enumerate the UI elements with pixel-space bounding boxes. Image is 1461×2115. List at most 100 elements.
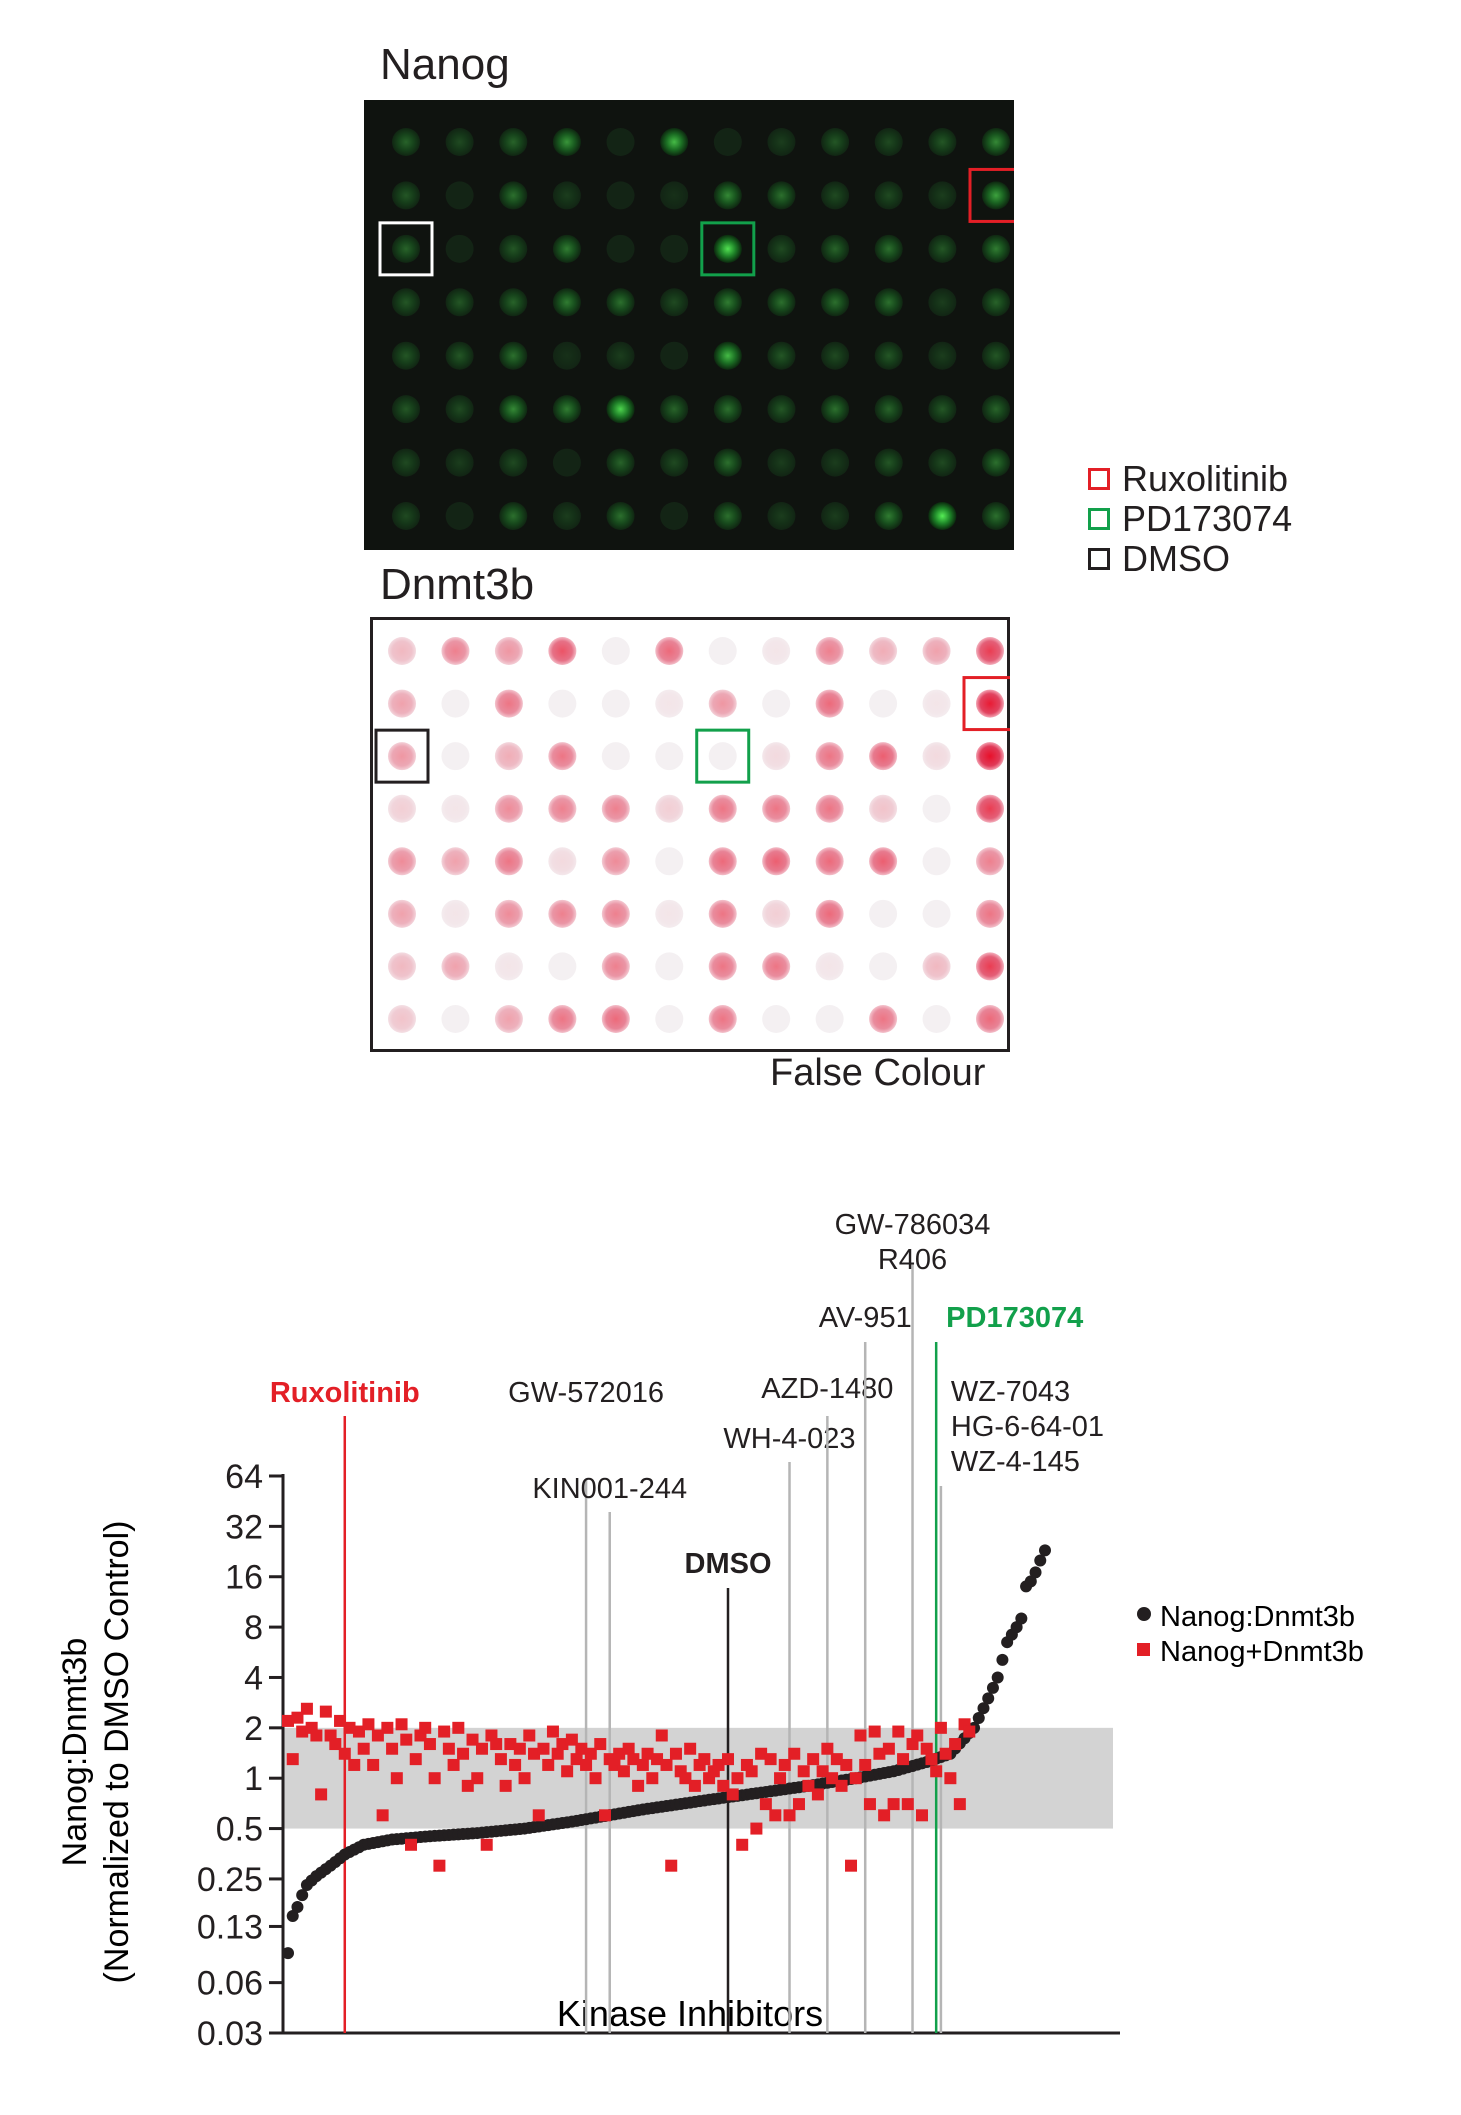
sum-point xyxy=(807,1753,820,1766)
sum-point xyxy=(428,1772,441,1785)
sum-point xyxy=(726,1788,739,1801)
nanog-well-signal xyxy=(713,502,742,530)
dnmt3b-well-signal xyxy=(869,794,898,823)
legend-ruxolitinib-swatch xyxy=(1088,468,1110,490)
sum-point xyxy=(792,1798,805,1811)
nanog-well-signal xyxy=(874,181,903,210)
y-tick-label: 0.06 xyxy=(197,1965,263,2003)
false-colour-caption: False Colour xyxy=(770,1052,986,1094)
sum-point xyxy=(509,1758,522,1771)
dnmt3b-highlight-ruxolitinib xyxy=(962,676,1010,732)
sum-point xyxy=(755,1747,768,1760)
y-tick-label: 2 xyxy=(244,1710,263,1748)
dnmt3b-well-signal xyxy=(494,637,523,665)
dnmt3b-well xyxy=(708,637,737,665)
nanog-well xyxy=(445,181,474,210)
dnmt3b-well-signal xyxy=(441,794,470,823)
dnmt3b-well-signal xyxy=(922,689,951,718)
sum-point xyxy=(329,1738,342,1751)
dnmt3b-well xyxy=(441,742,470,771)
nanog-well-signal xyxy=(821,448,850,477)
nanog-well-signal xyxy=(660,448,689,477)
sum-point xyxy=(811,1788,824,1801)
ratio-point xyxy=(972,1712,985,1725)
dnmt3b-well-signal xyxy=(708,847,737,876)
dnmt3b-well-signal xyxy=(388,847,416,876)
sum-point xyxy=(433,1859,446,1872)
nanog-well-signal xyxy=(392,288,420,317)
dnmt3b-well-signal xyxy=(494,742,523,771)
sum-point xyxy=(764,1753,777,1766)
sum-point xyxy=(480,1838,493,1851)
dnmt3b-well-signal xyxy=(708,1005,737,1033)
dnmt3b-well xyxy=(922,794,951,823)
sum-point xyxy=(722,1753,735,1766)
sum-point xyxy=(471,1772,484,1785)
sum-point xyxy=(627,1753,640,1766)
dnmt3b-well xyxy=(869,899,898,928)
nanog-well-signal xyxy=(874,234,903,263)
nanog-well-signal xyxy=(874,395,903,424)
nanog-well-signal xyxy=(606,341,635,370)
nanog-well-signal xyxy=(874,502,903,530)
dnmt3b-false-colour-plate xyxy=(370,617,1010,1052)
nanog-well-signal xyxy=(606,502,635,530)
nanog-well-signal xyxy=(552,288,581,317)
sum-point xyxy=(949,1738,962,1751)
nanog-well xyxy=(660,234,689,263)
sum-point xyxy=(920,1742,933,1755)
nanog-well-signal xyxy=(552,502,581,530)
ratio-point xyxy=(982,1692,995,1705)
sum-point xyxy=(892,1725,905,1738)
dnmt3b-well-signal xyxy=(548,794,577,823)
sum-point xyxy=(665,1859,678,1872)
nanog-well-signal xyxy=(499,288,528,317)
ratio-point xyxy=(1024,1575,1037,1588)
nanog-highlight-dmso xyxy=(378,221,434,277)
nanog-well-signal xyxy=(392,234,420,263)
dnmt3b-well xyxy=(762,1005,791,1033)
sum-point xyxy=(532,1809,545,1822)
sum-point xyxy=(783,1809,796,1822)
dnmt3b-well-signal xyxy=(815,794,844,823)
dnmt3b-well-signal xyxy=(762,847,791,876)
nanog-well xyxy=(445,502,474,530)
dnmt3b-well xyxy=(922,1005,951,1033)
sum-point xyxy=(774,1772,787,1785)
sum-point xyxy=(778,1758,791,1771)
nanog-well-signal xyxy=(392,395,420,424)
sum-point xyxy=(859,1758,872,1771)
sum-point xyxy=(802,1779,815,1792)
sum-point xyxy=(849,1772,862,1785)
dnmt3b-well-signal xyxy=(762,899,791,928)
nanog-well-signal xyxy=(928,341,957,370)
y-tick-label: 32 xyxy=(225,1508,263,1546)
dnmt3b-plate-background xyxy=(370,617,1010,1052)
ratio-point xyxy=(1039,1544,1051,1557)
nanog-well xyxy=(606,128,635,156)
sum-point xyxy=(386,1742,399,1755)
nanog-well-signal xyxy=(713,234,742,263)
sum-point xyxy=(925,1753,938,1766)
nanog-well-signal xyxy=(445,341,474,370)
dnmt3b-well-signal xyxy=(815,899,844,928)
dnmt3b-well-signal xyxy=(869,742,898,771)
dnmt3b-well-signal xyxy=(441,637,470,665)
nanog-well-signal xyxy=(392,502,420,530)
annotation-label: GW-786034 xyxy=(835,1209,991,1241)
nanog-plate-background xyxy=(364,100,1014,550)
sum-point xyxy=(863,1798,876,1811)
nanog-well-signal xyxy=(821,234,850,263)
y-tick-label: 0.13 xyxy=(197,1908,263,1946)
legend-dmso-swatch xyxy=(1088,548,1110,570)
sum-point xyxy=(873,1747,886,1760)
sum-point xyxy=(826,1772,839,1785)
nanog-well-signal xyxy=(552,395,581,424)
nanog-well-signal xyxy=(982,502,1010,530)
nanog-well-signal xyxy=(445,395,474,424)
sum-point xyxy=(887,1798,900,1811)
sum-point xyxy=(513,1742,526,1755)
dnmt3b-well-signal xyxy=(388,637,416,665)
dnmt3b-well-signal xyxy=(708,794,737,823)
dnmt3b-well-signal xyxy=(922,952,951,981)
